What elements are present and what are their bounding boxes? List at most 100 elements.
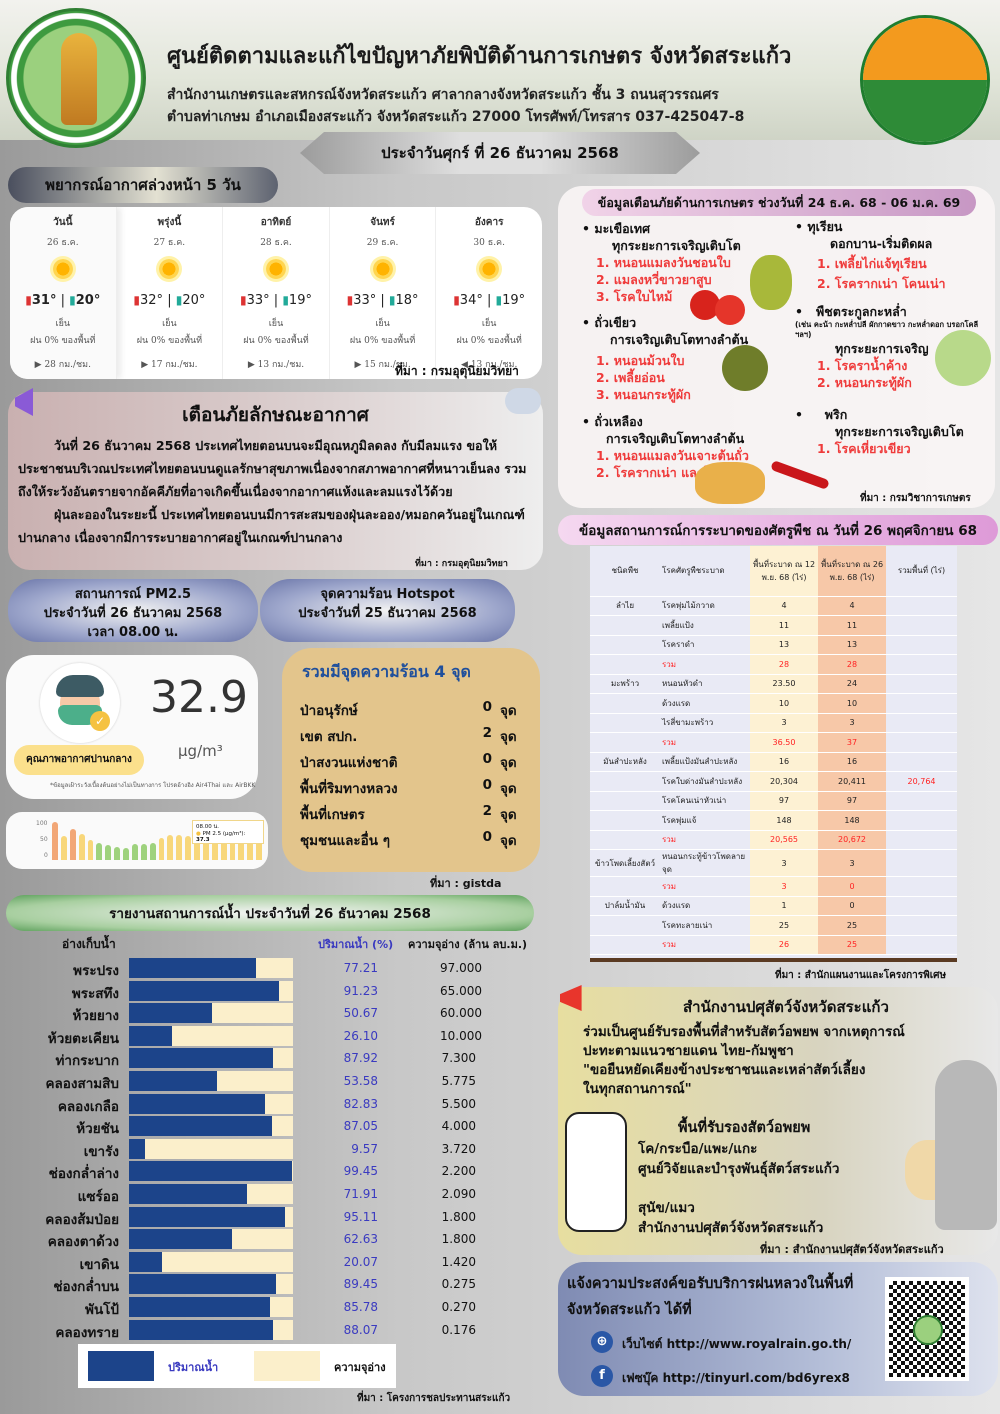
- refuge-area-title: พื้นที่รับรองสัตว์อพยพ: [678, 1120, 811, 1136]
- reservoir-row: ห้วยตะเคียน 26.10 10.000: [0, 1025, 540, 1048]
- reservoir-row: แซร์ออ 71.91 2.090: [0, 1184, 540, 1206]
- facebook-icon: f: [591, 1365, 613, 1387]
- pest-row: ปาล์มน้ำมัน ด้วงแรด 1 0: [590, 896, 957, 916]
- thermometer-hot-icon: ▮: [240, 293, 247, 307]
- deity-emblem-icon: [61, 33, 97, 125]
- ministry-logo: [6, 8, 146, 148]
- pm25-bar: [194, 834, 200, 860]
- reservoir-row: ช่องกล่ำบน 89.45 0.275: [0, 1274, 540, 1296]
- livestock-line: ร่วมเป็นศูนย์รับรองพื้นที่สำหรับสัตว์อพย…: [583, 1024, 905, 1040]
- livestock-line: ในทุกสถานการณ์": [583, 1081, 692, 1097]
- hotspot-row: ชุมชนและอื่น ๆ 0 จุด: [300, 829, 517, 849]
- forecast-day: อาทิตย์ 28 ธ.ค. ▮33° | ▮19° เย็น ฝน 0% ของ…: [223, 207, 330, 379]
- hotspot-source: ที่มา : gistda: [430, 877, 502, 890]
- pm25-bar: [114, 846, 120, 860]
- warning-paragraph-1: วันที่ 26 ธันวาคม 2568 ประเทศไทยตอนบนจะม…: [18, 438, 527, 499]
- pm25-bar: [123, 848, 129, 860]
- agri-source: ที่มา : กรมวิชาการเกษตร: [860, 493, 971, 504]
- pm25-bar: [167, 834, 174, 860]
- agri-item-brassica: • พืชตระกูลกะหล่ำ (เช่น คะน้า กะหล่ำปลี …: [795, 304, 979, 390]
- pm25-header: สถานการณ์ PM2.5 ประจำวันที่ 26 ธันวาคม 25…: [8, 579, 258, 642]
- pest-row: โรคพุ่มแจ้ 148 148: [590, 810, 957, 831]
- agri-item-durian: • ทุเรียน ดอกบาน-เริ่มติดผล 1. เพลี้ยไก่…: [795, 219, 946, 291]
- reservoir-row: คลองตาด้วง 62.63 1.800: [0, 1229, 540, 1251]
- warning-title: เตือนภัยลักษณะอากาศ: [182, 404, 369, 426]
- pest-row: เพลี้ยแป้ง 11 11: [590, 615, 957, 636]
- pm25-bar: [78, 834, 85, 860]
- refuge-place-1: ศูนย์วิจัยและบำรุงพันธุ์สัตว์สระแก้ว: [638, 1161, 840, 1177]
- pest-table: ชนิดพืช โรคศัตรูพืชระบาด พื้นที่ระบาด ณ …: [590, 546, 957, 962]
- pm25-bar: [105, 844, 112, 860]
- weather-section-title: พยากรณ์อากาศล่วงหน้า 5 วัน: [8, 167, 278, 203]
- storm-cloud-icon: [505, 388, 541, 414]
- pest-row: โรคราดำ 13 13: [590, 635, 957, 655]
- cat-icon: [935, 1060, 997, 1230]
- warning-source: ที่มา : กรมอุตุนิยมวิทยา: [415, 559, 508, 569]
- pm25-bar: [256, 836, 262, 860]
- reservoir-bar: [129, 1025, 293, 1046]
- pm25-bar: [131, 843, 138, 860]
- masked-person-icon: ✓: [40, 663, 120, 743]
- thermometer-cold-icon: ▮: [495, 293, 503, 307]
- website-link[interactable]: เว็บไซต์ http://www.royalrain.go.th/: [622, 1337, 852, 1351]
- tomato-icon: [715, 295, 745, 325]
- facebook-link[interactable]: เฟซบุ๊ค http://tinyurl.com/bd6yrex8: [622, 1371, 850, 1385]
- cabbage-icon: [935, 330, 991, 386]
- water-col-reservoir: อ่างเก็บน้ำ: [62, 937, 116, 951]
- reservoir-bar: [129, 1274, 293, 1295]
- reservoir-row: คลองทราย 88.07 0.176: [0, 1319, 540, 1342]
- hotspot-total: รวมมีจุดความร้อน 4 จุด: [302, 662, 471, 681]
- pm25-bar: [69, 828, 76, 860]
- pest-row: รวม 28 28: [590, 654, 957, 675]
- durian-icon: [750, 255, 792, 310]
- forecast-day: วันนี้ 26 ธ.ค. ▮31° | ▮20° เย็น ฝน 0% ของพ…: [10, 207, 117, 379]
- pm25-bar: [158, 837, 165, 860]
- thermometer-cold-icon: ▮: [282, 293, 289, 307]
- water-legend: ปริมาณน้ำ ความจุอ่าง: [78, 1344, 396, 1388]
- weather-forecast-panel: วันนี้ 26 ธ.ค. ▮31° | ▮20° เย็น ฝน 0% ของพ…: [10, 207, 542, 379]
- royal-rain-text: จังหวัดสระแก้ว ได้ที่: [567, 1302, 692, 1318]
- air-quality-badge: คุณภาพอากาศปานกลาง: [14, 745, 144, 775]
- pm25-bar: [185, 836, 191, 860]
- reservoir-row: พระสทึง 91.23 65.000: [0, 980, 540, 1003]
- agri-item-mungbean: • ถั่วเขียว การเจริญเติบโตทางลำต้น 1. หน…: [582, 315, 749, 402]
- reservoir-row: เขาดิน 20.07 1.420: [0, 1251, 540, 1274]
- reservoir-row: พันโป้ 85.78 0.270: [0, 1297, 540, 1319]
- reservoir-bar: [129, 1251, 293, 1272]
- reservoir-bar: [129, 1206, 293, 1227]
- pm25-bar: [149, 842, 156, 860]
- pest-table-title: ข้อมูลสถานการณ์การระบาดของศัตรูพืช ณ วัน…: [558, 515, 998, 545]
- agri-warning-title: ข้อมูลเตือนภัยด้านการเกษตร ช่วงวันที่ 24…: [582, 189, 976, 216]
- agri-item-chili: • พริก ทุกระยะการเจริญเติบโต 1. โรคเหี่ย…: [795, 407, 964, 456]
- reservoir-bar: [129, 1319, 293, 1340]
- forecast-day: อังคาร 30 ธ.ค. ▮34° | ▮19° เย็น ฝน 0% ของพ…: [453, 217, 526, 370]
- hotspot-row: พื้นที่เกษตร 2 จุด: [300, 803, 517, 823]
- weather-warning-panel: เตือนภัยลักษณะอากาศ วันที่ 26 ธันวาคม 25…: [8, 392, 543, 570]
- hotspot-summary: รวมมีจุดความร้อน 4 จุด ป่าอนุรักษ์ 0 จุด เ…: [282, 648, 540, 872]
- pm25-unit: µg/m³: [178, 742, 223, 760]
- reservoir-bar: [129, 1184, 293, 1204]
- agri-item-soybean: • ถั่วเหลือง การเจริญเติบโตทางลำต้น 1. ห…: [582, 414, 749, 480]
- agri-warning-panel: [558, 186, 995, 508]
- pm25-bar: [202, 836, 209, 860]
- thermometer-hot-icon: ▮: [346, 293, 354, 307]
- thermometer-hot-icon: ▮: [453, 293, 460, 307]
- thermometer-hot-icon: ▮: [25, 293, 32, 307]
- soybean-icon: [695, 462, 765, 504]
- reservoir-bar: [129, 980, 293, 1001]
- sun-icon: [265, 259, 286, 279]
- address-line-1: สำนักงานเกษตรและสหกรณ์จังหวัดสระแก้ว ศาล…: [167, 87, 719, 103]
- qr-code[interactable]: [885, 1277, 969, 1381]
- legend-swatch-capacity: [254, 1351, 320, 1381]
- livestock-panel: [558, 987, 998, 1255]
- page-title: ศูนย์ติดตามและแก้ไขปัญหาภัยพิบัติด้านการ…: [167, 44, 792, 69]
- report-date: ประจำวันศุกร์ ที่ 26 ธันวาคม 2568: [300, 132, 700, 174]
- legend-swatch-water: [88, 1351, 154, 1381]
- reservoir-row: คลองสามสิบ 53.58 5.775: [0, 1071, 540, 1093]
- thermometer-cold-icon: ▮: [69, 293, 76, 307]
- livestock-line: "ขอยืนหยัดเคียงข้างประชาชนและเหล่าสัตว์เ…: [583, 1062, 866, 1078]
- water-col-capacity: ความจุอ่าง (ล้าน ลบ.ม.): [408, 938, 528, 951]
- reservoir-row: เขารัง 9.57 3.720: [0, 1138, 540, 1161]
- refuge-place-2: สำนักงานปศุสัตว์จังหวัดสระแก้ว: [638, 1220, 824, 1236]
- pm25-bar: [60, 836, 67, 860]
